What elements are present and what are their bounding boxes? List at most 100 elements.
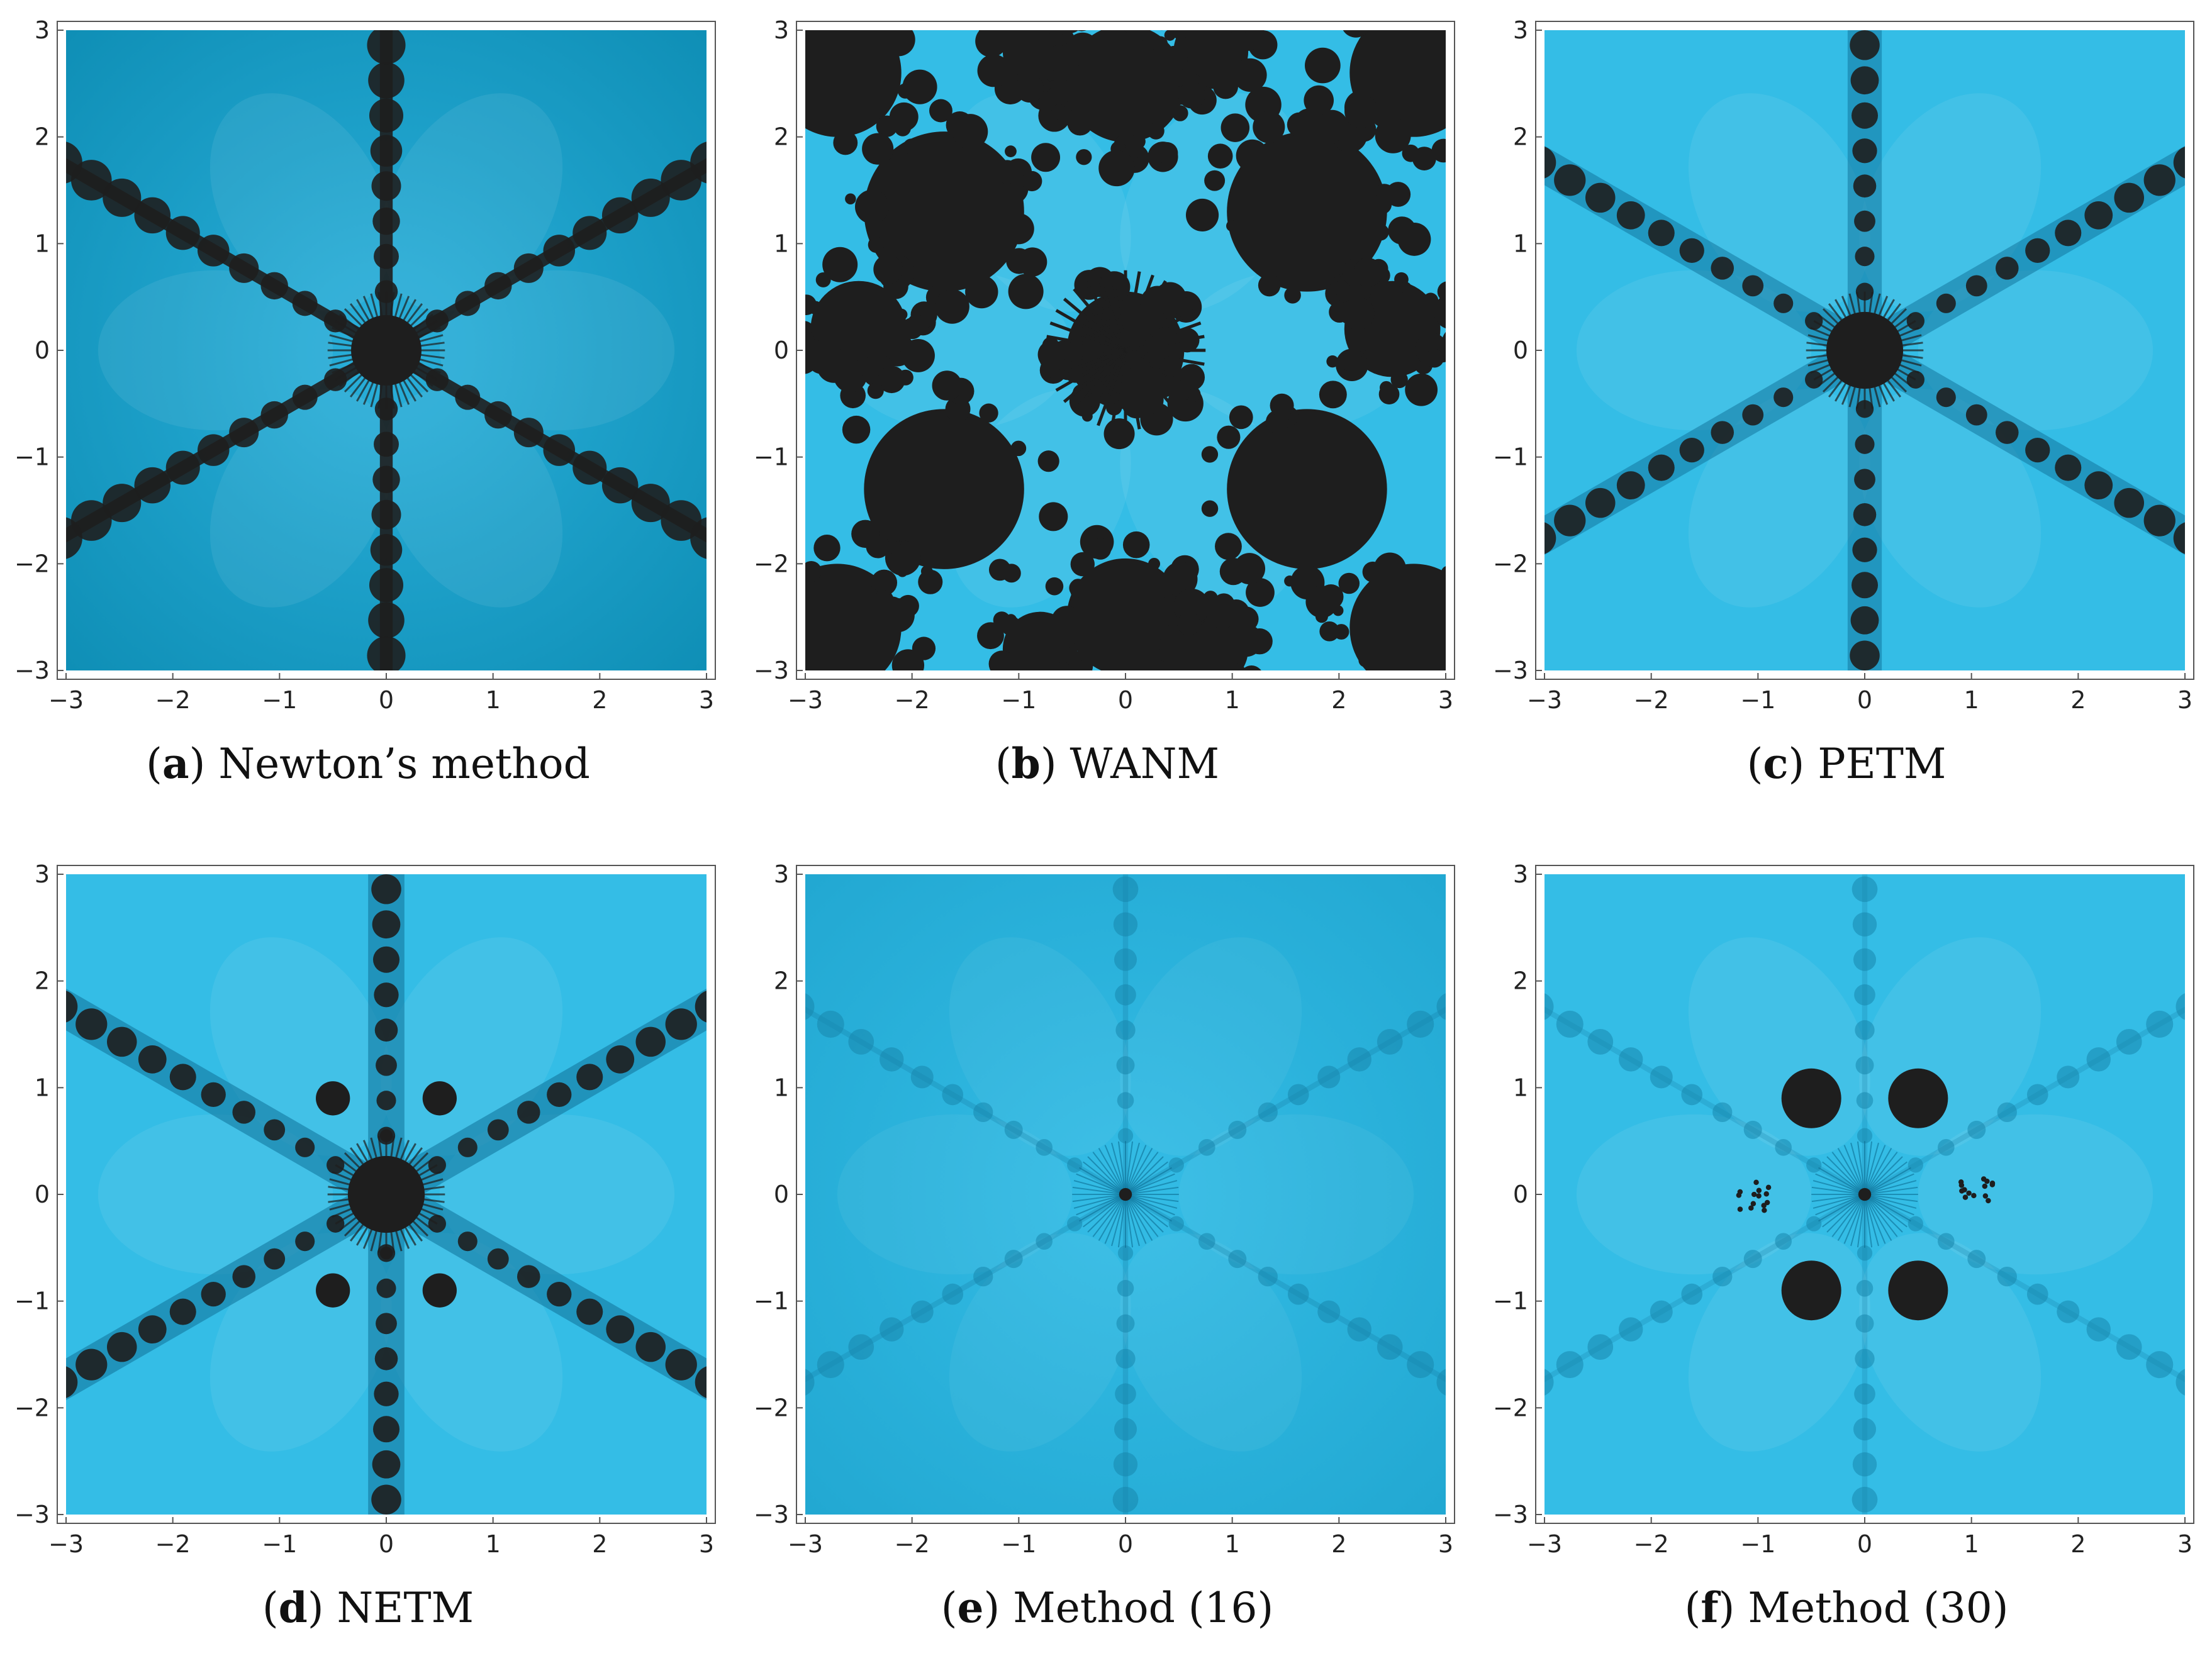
divergence-speck [1316, 109, 1348, 142]
arm-bead [665, 1348, 697, 1381]
divergence-speck [1341, 297, 1375, 330]
divergence-region [864, 409, 1024, 569]
center-ray [1046, 335, 1126, 352]
arm-bead [455, 384, 481, 410]
center-ray [1124, 309, 1196, 352]
center-ray [1864, 1161, 1908, 1195]
divergence-speck [1051, 104, 1067, 120]
divergence-speck [1236, 139, 1269, 172]
center-ray [1049, 321, 1126, 352]
basin-lobe [949, 937, 1131, 1156]
divergence-speck [1160, 30, 1163, 31]
arm-bead [106, 1332, 137, 1362]
divergence-speck [842, 415, 871, 444]
panel-letter: a [162, 739, 189, 788]
divergence-speck [1305, 47, 1341, 84]
panel-caption: (c) PETM [1746, 739, 1947, 788]
arm-bead [1115, 1383, 1136, 1405]
basin-lobe [381, 389, 563, 608]
y-tick-label: 1 [1513, 1074, 1528, 1101]
x-tick-label: 2 [1331, 1530, 1346, 1558]
arm-bead [197, 235, 230, 267]
divergence-speck [1217, 662, 1247, 670]
center-ray [1079, 1167, 1126, 1195]
center-ray [1124, 350, 1141, 430]
arm-bead [366, 670, 407, 711]
y-tick-label: 0 [35, 1181, 50, 1208]
divergence-speck [1205, 595, 1239, 629]
basin-lobe [381, 93, 563, 312]
arm-bead [1850, 30, 1880, 60]
arm-bead [487, 1248, 509, 1270]
arm-bead [1856, 1092, 1874, 1109]
arm-bead [1852, 1486, 1878, 1513]
arm-bead [1996, 421, 2019, 444]
arm-bead [455, 291, 481, 316]
arm-bead [1317, 1065, 1341, 1089]
x-tick-label: 1 [1225, 1530, 1240, 1558]
divergence-speck [1229, 405, 1253, 430]
divergence-speck [1341, 351, 1363, 373]
arm-bead [376, 1278, 396, 1298]
y-tick-label: −2 [1493, 1394, 1528, 1421]
arm-bead [2025, 437, 2050, 463]
divergent-speck [1962, 1194, 1969, 1200]
x-tick-label: 0 [1857, 1530, 1872, 1558]
arm-bead [1851, 572, 1879, 599]
arm-bead [547, 1082, 572, 1108]
arm-bead [1774, 293, 1794, 313]
center-ray [1055, 348, 1127, 392]
divergence-speck [808, 301, 822, 315]
x-tick-label: −1 [1740, 1530, 1775, 1558]
arm-bead [2173, 522, 2185, 554]
center-ray [1124, 349, 1167, 421]
arm-bead [1712, 1102, 1733, 1123]
basin-lobe [98, 270, 333, 431]
y-tick-label: −3 [14, 657, 50, 684]
arm-bead [2084, 471, 2113, 500]
divergence-speck [1012, 81, 1032, 100]
arm-bead [1556, 1351, 1584, 1379]
center-ray [1864, 1194, 1903, 1233]
x-tick-label: 2 [2070, 1530, 2086, 1558]
panel-letter: d [278, 1583, 308, 1632]
divergent-spot [1781, 1068, 1841, 1128]
divergence-speck [1434, 294, 1446, 329]
divergence-speck [855, 189, 890, 224]
central-divergence [1826, 311, 1904, 389]
divergence-speck [1172, 105, 1188, 121]
x-tick-label: 1 [1964, 686, 1979, 714]
center-ray [1098, 1194, 1126, 1241]
divergence-speck [1051, 0, 1073, 15]
center-ray [1864, 1194, 1911, 1222]
x-tick-label: 3 [2177, 1530, 2192, 1558]
y-tick-label: 2 [1513, 967, 1528, 995]
basin-area [1544, 874, 2185, 1515]
center-ray [1850, 1194, 1865, 1247]
arm-bead [1650, 1065, 1673, 1089]
center-ray [1125, 348, 1205, 366]
divergence-speck [1050, 0, 1072, 13]
arm-bead [1855, 1056, 1874, 1075]
center-ray [1864, 1142, 1879, 1195]
x-tick-label: 3 [699, 1530, 714, 1558]
arm-bead [1436, 993, 1446, 1020]
divergence-speck [1177, 674, 1200, 698]
center-ray [1087, 1156, 1126, 1195]
panel-caption: (e) Method (16) [941, 1583, 1274, 1632]
arm-bead [880, 1047, 904, 1072]
arm-bead [197, 434, 230, 466]
arm-bead [606, 1315, 635, 1344]
arm-bead [1407, 1351, 1434, 1379]
center-ray [1125, 1194, 1153, 1241]
center-ray [1864, 1194, 1886, 1244]
arm-bead [75, 1008, 108, 1040]
arm-bead [103, 484, 142, 523]
arm-bead [1198, 1139, 1215, 1156]
arm-bead [805, 1369, 815, 1396]
divergence-speck [1006, 248, 1032, 274]
arm-bead [1712, 1266, 1733, 1287]
center-ray [1092, 1194, 1126, 1237]
divergence-speck [1185, 198, 1219, 231]
x-tick-label: −1 [262, 1530, 297, 1558]
